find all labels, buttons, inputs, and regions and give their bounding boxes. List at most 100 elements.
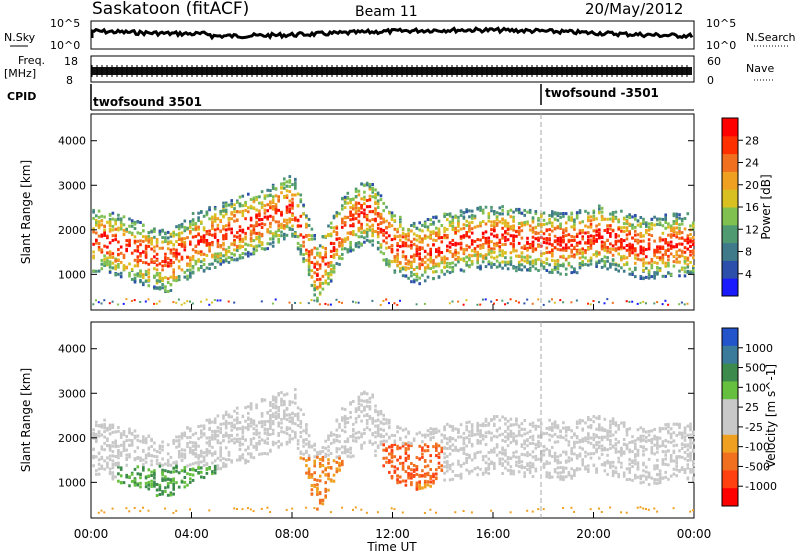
power-cell xyxy=(269,237,272,241)
power-cell xyxy=(335,252,339,256)
power-cell xyxy=(537,298,540,301)
power-cell xyxy=(562,231,565,235)
power-cell xyxy=(686,237,690,241)
power-cell xyxy=(363,215,366,219)
power-cell xyxy=(581,247,584,251)
power-cell xyxy=(382,299,385,302)
velocity-cell xyxy=(484,423,488,427)
power-cell xyxy=(365,218,369,222)
velocity-cell xyxy=(139,459,142,462)
power-cell xyxy=(429,253,432,256)
power-cell xyxy=(506,224,510,228)
velocity-cell xyxy=(490,460,493,464)
velocity-cell xyxy=(404,479,408,483)
power-cell xyxy=(274,194,278,198)
power-cell xyxy=(227,249,231,253)
velocity-cell xyxy=(305,427,308,431)
power-cell xyxy=(468,224,471,228)
power-cell xyxy=(241,237,245,241)
power-cell xyxy=(609,250,612,254)
velocity-cell xyxy=(241,435,245,439)
power-cell xyxy=(136,231,140,235)
power-cell xyxy=(271,244,275,248)
velocity-cell xyxy=(440,447,444,451)
power-cell xyxy=(147,275,151,279)
power-cell xyxy=(376,214,380,218)
power-cell xyxy=(578,221,582,225)
velocity-cell xyxy=(401,511,404,514)
velocity-cell xyxy=(388,445,391,449)
power-cell xyxy=(490,209,493,213)
velocity-cell xyxy=(476,466,479,470)
power-cell xyxy=(462,252,466,256)
power-cell xyxy=(122,253,126,257)
velocity-cell xyxy=(341,407,344,411)
power-cell xyxy=(238,253,242,257)
power-cell xyxy=(288,203,292,207)
power-cell xyxy=(578,264,582,268)
power-cell xyxy=(230,217,233,221)
velocity-cell xyxy=(374,404,377,408)
power-cell xyxy=(271,186,275,190)
power-cell xyxy=(158,229,162,233)
power-cell xyxy=(316,247,319,251)
power-cell xyxy=(553,266,557,269)
velocity-cell xyxy=(349,451,352,455)
velocity-cell xyxy=(401,467,405,471)
power-cell xyxy=(285,195,289,199)
power-cell xyxy=(263,223,267,227)
power-cell xyxy=(150,237,153,240)
power-cell xyxy=(404,244,408,248)
power-cell xyxy=(327,272,330,276)
velocity-cell xyxy=(180,448,184,452)
velocity-cell xyxy=(338,461,341,465)
power-cell xyxy=(95,223,98,227)
power-cell xyxy=(457,300,460,303)
power-cell xyxy=(307,238,311,241)
power-cell xyxy=(183,270,187,274)
power-cell xyxy=(379,214,383,218)
velocity-cell xyxy=(468,430,471,434)
power-cell xyxy=(567,218,571,222)
power-cell xyxy=(130,267,134,271)
power-cell xyxy=(205,239,209,242)
power-cell xyxy=(310,275,314,279)
power-cell xyxy=(122,215,126,219)
power-cell xyxy=(487,236,491,240)
velocity-cell xyxy=(451,425,455,429)
power-cell xyxy=(661,303,664,306)
velocity-cell xyxy=(161,457,164,461)
power-cell xyxy=(208,247,211,251)
power-cell xyxy=(202,263,206,266)
velocity-cell xyxy=(100,509,103,512)
power-cell xyxy=(446,249,449,253)
power-cell xyxy=(200,260,203,264)
power-ylabel: Slant Range [km] xyxy=(19,160,33,264)
power-cell xyxy=(484,265,488,269)
power-cell xyxy=(125,265,128,269)
power-cell xyxy=(634,256,637,260)
power-cell xyxy=(271,207,275,211)
velocity-cell xyxy=(468,420,471,424)
power-cell xyxy=(208,245,211,249)
power-cell xyxy=(470,249,474,253)
velocity-cell xyxy=(213,434,217,438)
velocity-cell xyxy=(125,475,128,479)
velocity-cell xyxy=(100,466,104,470)
power-cell xyxy=(175,248,178,252)
power-cell xyxy=(194,222,198,225)
velocity-cell xyxy=(200,451,203,455)
velocity-cell xyxy=(365,422,369,426)
power-cell xyxy=(470,262,474,266)
power-cell xyxy=(341,252,344,256)
power-cell xyxy=(208,206,211,210)
velocity-cell xyxy=(329,452,333,455)
power-cell xyxy=(512,249,515,253)
velocity-cell xyxy=(365,419,369,422)
power-cell xyxy=(614,267,618,271)
velocity-cell xyxy=(487,463,491,467)
power-cell xyxy=(603,243,607,247)
velocity-cell xyxy=(236,427,239,431)
velocity-cell xyxy=(200,429,203,433)
power-cell xyxy=(117,228,120,232)
